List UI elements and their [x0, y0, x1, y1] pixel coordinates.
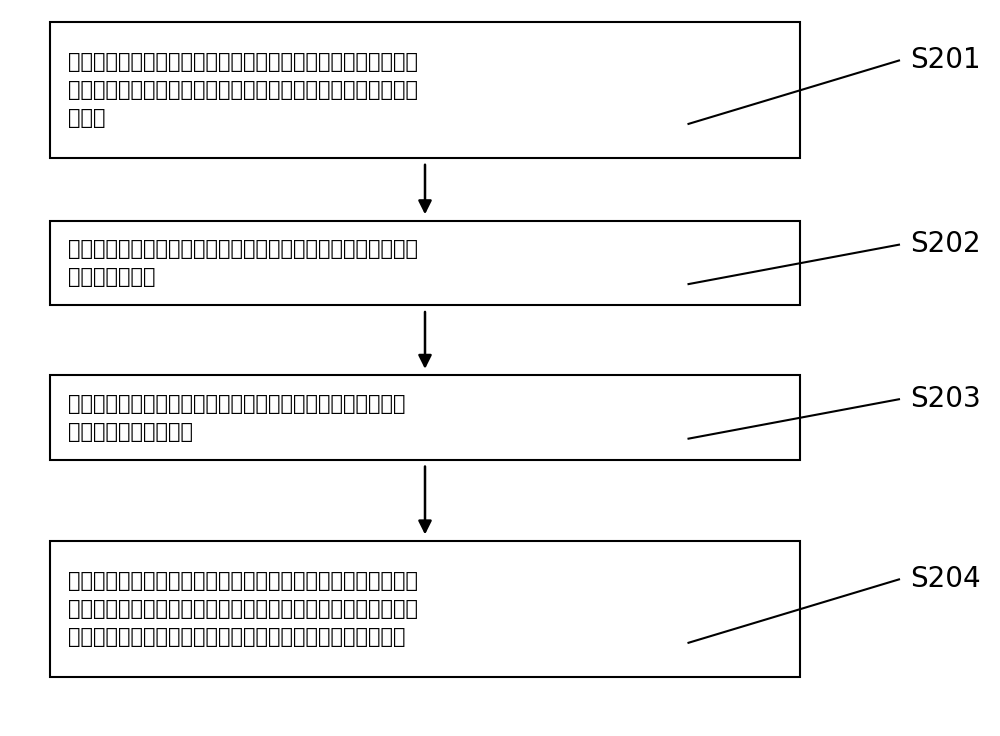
Bar [50, 221, 800, 305]
Text: 控制气体通入模块向燃料电池的阴极侧通入第一预设气体，并向
所述燃料电池的阳极侧通入第二预设气体，以对所述燃料电池进
行吹扫: 控制气体通入模块向燃料电池的阴极侧通入第一预设气体，并向 所述燃料电池的阳极侧通… [68, 52, 418, 128]
Text: 控制电流加载模块基于预设间隔时间，间歇性的在所述燃料电池
上加载预设电流: 控制电流加载模块基于预设间隔时间，间歇性的在所述燃料电池 上加载预设电流 [68, 239, 418, 287]
Bar [50, 541, 800, 677]
Text: S203: S203 [910, 385, 981, 413]
Text: S202: S202 [910, 230, 981, 258]
Bar [50, 375, 800, 460]
Bar [50, 22, 800, 158]
Text: 在吹扫过程中，利用电压监测模块监测所述燃料电池的当前电
压，得到所述当前电压: 在吹扫过程中，利用电压监测模块监测所述燃料电池的当前电 压，得到所述当前电压 [68, 394, 406, 442]
Text: S204: S204 [910, 565, 981, 593]
Text: S201: S201 [910, 46, 981, 74]
Text: 在所述当前电压的电压值小于等于第一目标电压阈值的情况下，
控制电流加载模块停止所述预设电流的间歇性加载，并控制气体
通入模块向停止所述第一预设气体和所述第二预设: 在所述当前电压的电压值小于等于第一目标电压阈值的情况下， 控制电流加载模块停止所… [68, 571, 418, 647]
